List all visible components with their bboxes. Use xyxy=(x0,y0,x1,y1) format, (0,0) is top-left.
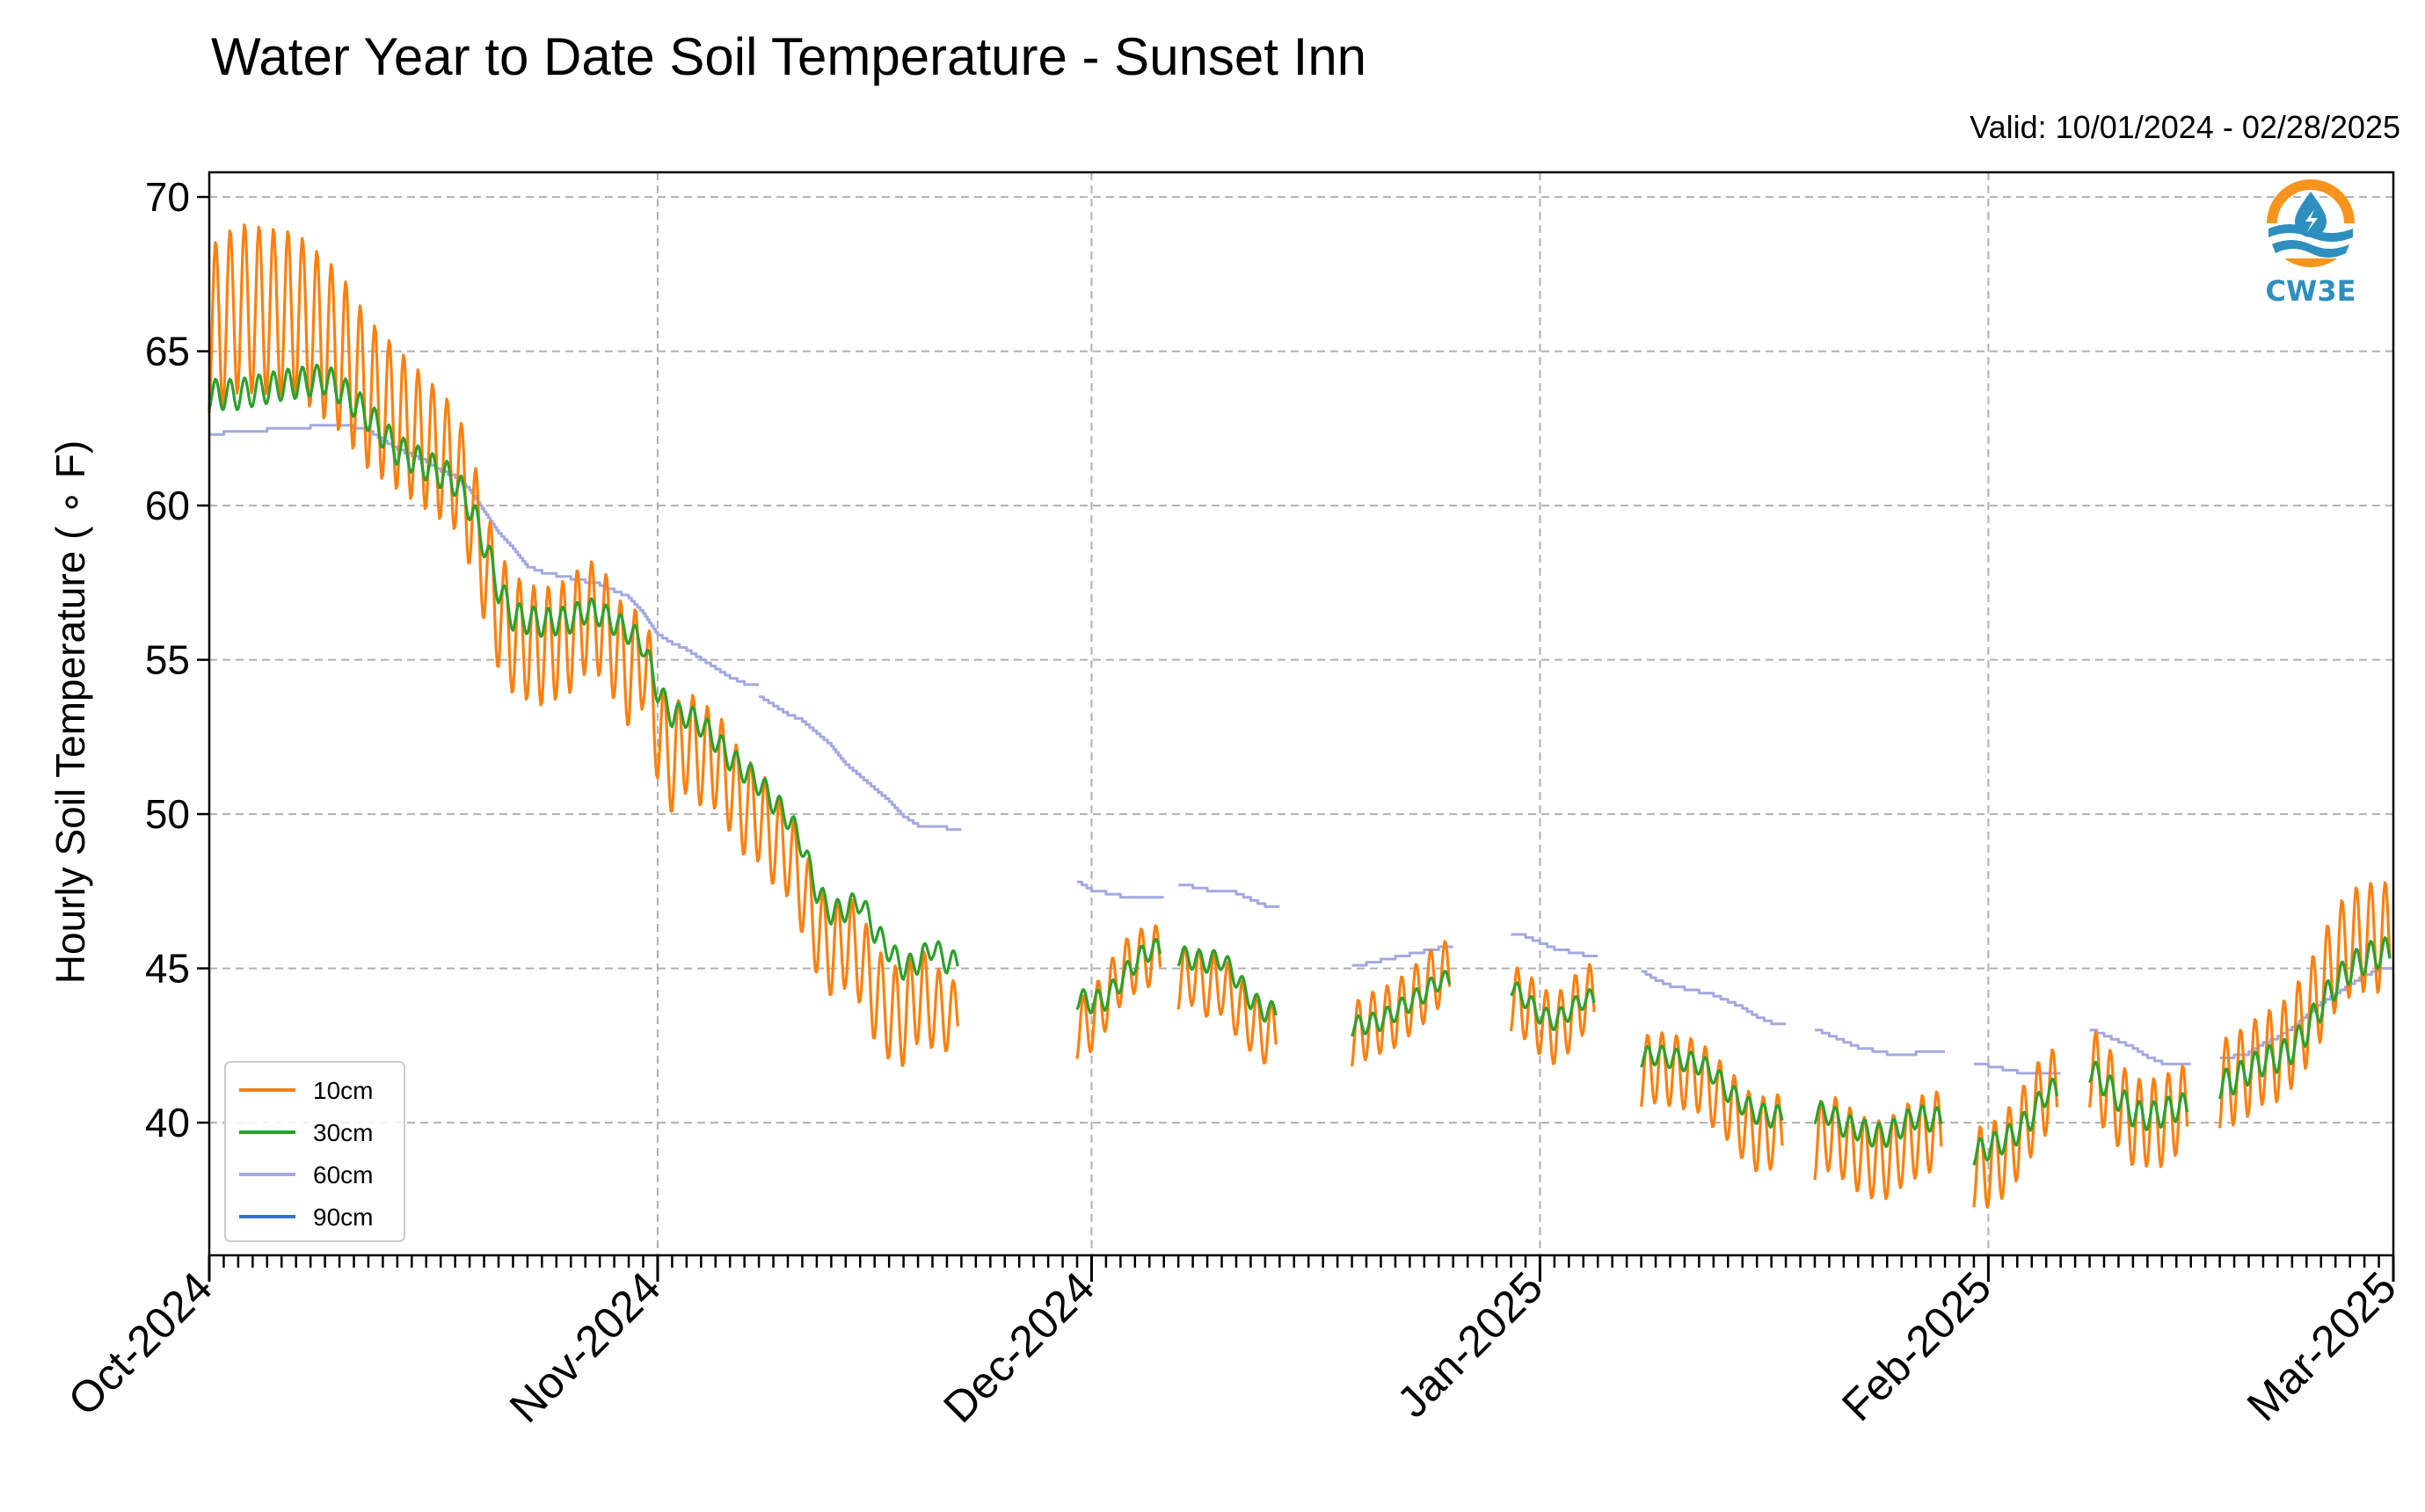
series-line-10cm xyxy=(1176,946,1278,1065)
series-line-60cm xyxy=(1351,945,1453,967)
legend-label: 30cm xyxy=(313,1119,373,1146)
plot-frame xyxy=(208,171,2395,1257)
y-tick-label: 40 xyxy=(145,1100,190,1145)
y-tick-label: 65 xyxy=(145,329,190,374)
series-line-30cm xyxy=(1640,1044,1784,1129)
series-line-30cm xyxy=(1351,970,1452,1037)
series-line-60cm xyxy=(1815,1029,1945,1057)
series-line-30cm xyxy=(1510,981,1596,1031)
series-line-60cm xyxy=(2089,1029,2191,1065)
legend-label: 10cm xyxy=(313,1077,373,1104)
series-line-60cm xyxy=(1511,933,1598,957)
x-tick-label: Nov-2024 xyxy=(500,1262,670,1432)
series-line-60cm xyxy=(1178,883,1280,908)
logo-text: CW3E xyxy=(2266,274,2356,308)
series-line-30cm xyxy=(1813,1101,1943,1149)
series-line-60cm xyxy=(1641,970,1787,1026)
series-line-10cm xyxy=(2218,881,2392,1129)
chart-title: Water Year to Date Soil Temperature - Su… xyxy=(211,27,1367,86)
x-tick-label: Feb-2025 xyxy=(1832,1262,2000,1430)
x-tick-label: Oct-2024 xyxy=(59,1262,222,1425)
axis-ticks xyxy=(197,195,2395,1282)
y-tick-label: 70 xyxy=(145,174,190,220)
x-tick-label: Dec-2024 xyxy=(934,1262,1103,1432)
series-60cm xyxy=(209,424,2393,1075)
series-10cm xyxy=(208,223,2392,1209)
series-line-10cm xyxy=(1075,924,1162,1059)
series-line-30cm xyxy=(1972,1077,2059,1166)
series-line-30cm xyxy=(2218,936,2392,1100)
series-line-10cm xyxy=(1640,1031,1784,1173)
y-tick-label: 55 xyxy=(145,637,190,683)
series-lines xyxy=(208,223,2393,1209)
chart-subtitle: Valid: 10/01/2024 - 02/28/2025 xyxy=(1970,109,2400,145)
y-tick-label: 60 xyxy=(145,483,190,528)
cw3e-droplet-logo-icon xyxy=(2267,179,2355,267)
series-line-10cm xyxy=(1509,963,1596,1065)
y-tick-label: 50 xyxy=(145,791,190,837)
x-tick-label: Mar-2025 xyxy=(2238,1262,2406,1430)
legend-box xyxy=(224,1061,405,1242)
series-line-60cm xyxy=(759,695,962,832)
series-line-30cm xyxy=(2088,1060,2189,1131)
tick-labels: 40 45 50 55 60 65 70 Oct-2024 Nov-2024 Dec-2024 Ja… xyxy=(59,174,2406,1432)
grid xyxy=(208,172,2394,1255)
series-line-10cm xyxy=(208,223,959,1067)
series-line-10cm xyxy=(2087,1030,2189,1168)
series-line-10cm xyxy=(1972,1048,2059,1209)
series-line-60cm xyxy=(1077,880,1164,899)
series-line-30cm xyxy=(208,363,959,981)
x-tick-label: Jan-2025 xyxy=(1387,1262,1552,1427)
legend: 10cm 30cm 60cm 90cm xyxy=(224,1061,405,1242)
series-30cm xyxy=(208,363,2392,1166)
legend-label: 90cm xyxy=(313,1203,373,1231)
series-line-30cm xyxy=(1075,937,1162,1014)
series-line-10cm xyxy=(1351,940,1452,1067)
y-tick-label: 45 xyxy=(145,946,190,992)
legend-label: 60cm xyxy=(313,1161,373,1189)
cw3e-logo: CW3E xyxy=(2266,179,2356,308)
series-line-30cm xyxy=(1176,945,1278,1023)
y-axis-label: Hourly Soil Temperature ( ∘ F) xyxy=(47,440,93,984)
series-line-60cm xyxy=(1973,1062,2061,1075)
